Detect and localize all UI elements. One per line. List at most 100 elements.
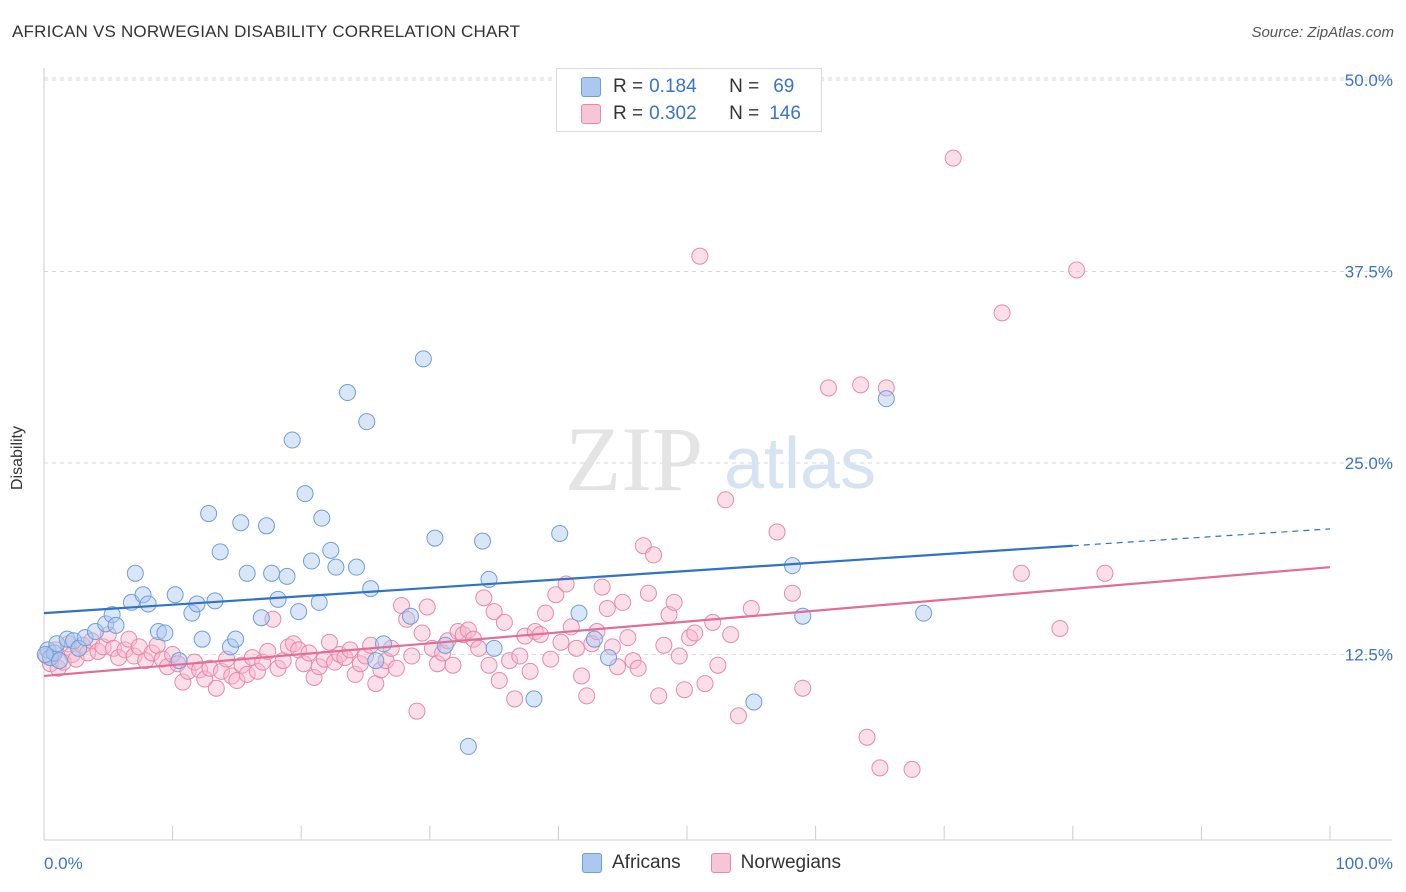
africans-point [310,593,328,611]
norwegians-legend-label: Norwegians [740,852,841,873]
norwegians-point [691,247,709,265]
africans-legend-swatch [582,853,602,873]
africans-point [347,558,365,576]
africans-point [585,630,603,648]
africans-point [200,505,218,523]
norwegians-point [704,613,722,631]
norwegians-point [552,633,570,651]
norwegians-point [742,600,760,618]
norwegians-point [387,659,405,677]
africans-point [193,630,211,648]
norwegians-point [116,641,134,659]
y-tick-label: 37.5% [1345,263,1393,282]
africans-point [600,649,618,667]
norwegians-point [670,647,688,665]
r-label: R = [613,76,644,97]
norwegians-point [490,672,508,690]
africans-point [263,564,281,582]
legend-item-norwegians[interactable]: Norwegians [710,852,841,874]
africans-point [313,509,331,527]
norwegians-point [645,546,663,564]
africans-point [278,567,296,585]
watermark-atlas: atlas [724,424,876,504]
legend-row-norwegians: R = 0.302 N = 146 [581,102,801,126]
norwegians-point [547,586,565,604]
norwegians-point [603,638,621,656]
norwegians-point [768,523,786,541]
chart-title: AFRICAN VS NORWEGIAN DISABILITY CORRELAT… [12,22,521,41]
norwegians-point [819,379,837,397]
norwegians-point [609,658,627,676]
africans-point [551,524,569,542]
africans-point [103,606,121,624]
africans-trend-line [43,544,1073,615]
norwegians-point [506,690,524,708]
norwegians-point [993,304,1011,322]
correlation-legend: R = 0.184 N = 69 R = 0.302 N = 146 [556,68,822,132]
norwegians-point [639,584,657,602]
norwegians-point [665,593,683,611]
africans-point [414,350,432,368]
africans-point [76,629,94,647]
legend-item-africans[interactable]: Africans [582,852,681,874]
legend-row-africans: R = 0.184 N = 69 [581,75,794,99]
africans-point [367,652,385,670]
africans-point [459,737,477,755]
norwegians-trend-line [43,566,1331,678]
trend-lines [43,528,1331,678]
norwegians-swatch [581,104,601,124]
norwegians-point [238,665,256,683]
norwegians-point [681,629,699,647]
africans-point [485,639,503,657]
norwegians-point [480,656,498,674]
africans-point [166,586,184,604]
norwegians-point [650,687,668,705]
tick-labels: 12.5% 25.0% 37.5% 50.0% 0.0% 100.0% [44,71,1393,873]
africans-point [283,431,301,449]
r-label: R = [613,103,644,124]
x-tick-label: 0.0% [44,854,83,873]
norwegians-point [858,728,876,746]
africans-point [149,623,167,641]
norwegians-point [567,639,585,657]
norwegians-point [794,679,812,697]
norwegians-point [542,650,560,668]
norwegians-point [346,665,364,683]
norwegians-point [444,656,462,674]
norwegians-point [521,662,539,680]
africans-point [58,630,76,648]
norwegians-point [511,647,529,665]
norwegians-point [573,667,591,685]
africans-point [525,690,543,708]
norwegians-point [578,687,596,705]
africans-point [783,557,801,575]
africans-point [570,604,588,622]
africans-point [50,652,68,670]
norwegians-point [408,702,426,720]
africans-point [257,517,275,535]
africans-point [290,603,308,621]
norwegians-point [852,376,870,394]
africans-point [232,514,250,532]
africans-point [745,693,763,711]
norwegians-point [871,759,889,777]
africans-point [48,635,66,653]
norwegians-point [696,675,714,693]
africans-point [436,636,454,654]
data-points [36,149,1114,778]
africans-point [134,586,152,604]
axes [43,68,1392,841]
norwegians-point [413,624,431,642]
africans-point [70,639,88,657]
norwegians-point [475,589,493,607]
africans-n-value: 69 [773,76,795,97]
africans-point [252,609,270,627]
africans-point [183,604,201,622]
africans-trend-extension [1072,528,1331,547]
norwegians-point [259,642,277,660]
africans-point [302,552,320,570]
africans-point [139,595,157,613]
norwegians-point [598,600,616,618]
africans-point [426,529,444,547]
